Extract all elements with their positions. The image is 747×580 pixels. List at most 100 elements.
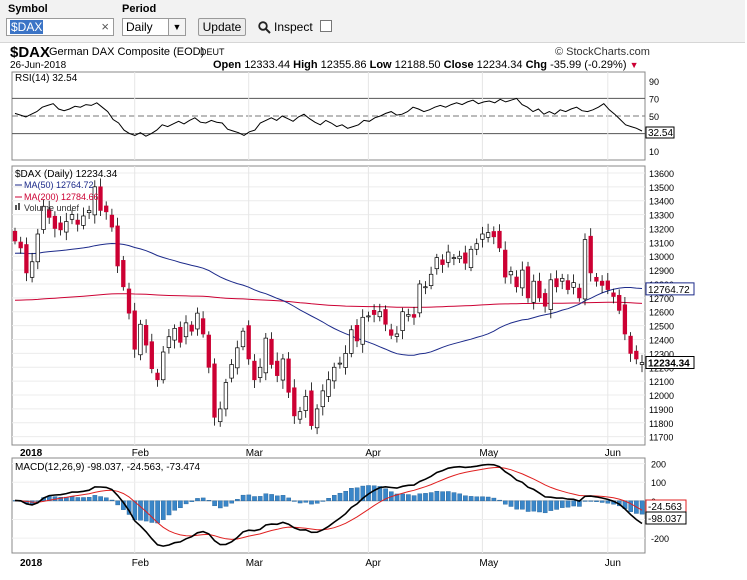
candle-body: [577, 287, 582, 299]
macd-label-text: -24.563: [648, 502, 682, 513]
x-label: 2018: [20, 448, 43, 459]
candle-body: [240, 330, 246, 348]
histogram-bar: [332, 495, 337, 502]
candle-body: [115, 225, 120, 267]
histogram-bar: [138, 500, 143, 521]
price-tick-label: 13100: [649, 238, 674, 248]
candle-body: [252, 360, 257, 381]
candle-body: [468, 248, 474, 268]
histogram-bar: [571, 500, 576, 507]
macd-title: MACD(12,26,9) -98.037, -24.563, -73.474: [15, 462, 201, 473]
candle-body: [622, 304, 628, 335]
price-tick-label: 13400: [649, 197, 674, 207]
magnifier-icon: [258, 21, 271, 34]
candle-body: [92, 186, 97, 216]
histogram-bar: [428, 492, 434, 502]
price-tick-label: 12700: [649, 294, 674, 304]
candle-body: [47, 209, 52, 218]
candle-body: [263, 337, 268, 374]
histogram-bar: [320, 500, 326, 502]
candle-body: [525, 266, 531, 299]
ohlc-line: Open 12333.44 High 12355.86 Low 12188.50…: [213, 59, 638, 71]
histogram-bar: [314, 500, 320, 504]
candle-body: [428, 273, 434, 287]
candle-body: [292, 387, 297, 417]
price-title: $DAX (Daily) 12234.34: [15, 169, 118, 180]
price-tick-label: 12600: [649, 308, 674, 318]
x-label: Mar: [246, 558, 264, 569]
histogram-bar: [451, 492, 457, 502]
histogram-bar: [360, 485, 366, 502]
histogram-bar: [269, 494, 274, 502]
price-labels: 12764.72 12234.34: [645, 282, 695, 370]
candle-body: [537, 280, 542, 299]
candle-body: [371, 310, 377, 315]
clear-icon[interactable]: ×: [101, 19, 109, 34]
x-label: Apr: [365, 558, 381, 569]
candle-body: [86, 210, 92, 213]
histogram-bar: [480, 496, 485, 502]
period-value: Daily: [126, 20, 153, 34]
histogram-bar: [411, 495, 417, 502]
candle-body: [588, 235, 593, 274]
update-button[interactable]: Update: [198, 18, 246, 36]
histogram-bar: [286, 497, 292, 502]
period-select[interactable]: Daily ▼: [122, 18, 186, 36]
price-axis: 1170011800119001200012100122001230012400…: [649, 169, 674, 443]
histogram-bar: [343, 490, 349, 502]
x-label: May: [479, 448, 498, 459]
inspect-checkbox[interactable]: [320, 20, 332, 32]
histogram-bar: [406, 494, 411, 502]
price-x-labels: 2018 Feb Mar Apr May Jun: [20, 448, 621, 459]
low-value: 12188.50: [394, 59, 441, 71]
candle-body: [18, 241, 23, 249]
candle-body: [69, 214, 75, 220]
histogram-bar: [240, 494, 246, 502]
candle-body: [218, 408, 223, 423]
candle-body: [326, 379, 331, 397]
candle-body: [497, 230, 502, 249]
inspect-label: Inspect: [274, 20, 313, 34]
candle-body: [332, 366, 337, 382]
candle-body: [12, 230, 18, 242]
inspect-toggle[interactable]: Inspect: [258, 19, 313, 35]
rsi-tick-label: 50: [649, 112, 659, 122]
histogram-bar: [446, 491, 451, 502]
price-tick-label: 12300: [649, 349, 674, 359]
histogram-bar: [172, 500, 178, 511]
histogram-bar: [246, 494, 252, 502]
histogram-bar: [485, 496, 491, 502]
ma200-legend: MA(200) 12784.66: [24, 192, 99, 202]
price-tick-label: 13300: [649, 211, 674, 221]
candle-body: [377, 311, 382, 318]
price-tick-label: 12500: [649, 322, 674, 332]
histogram-bar: [354, 487, 360, 502]
candle-body: [183, 322, 189, 338]
candle-body: [508, 271, 514, 276]
rsi-title: RSI(14) 32.54: [15, 73, 78, 84]
candle-body: [542, 293, 548, 307]
candle-body: [520, 269, 525, 289]
histogram-bar: [206, 500, 212, 502]
histogram-bar: [75, 497, 81, 502]
histogram-bar: [582, 500, 588, 502]
candle-body: [417, 283, 422, 314]
histogram-bar: [514, 500, 519, 510]
candle-body: [29, 261, 35, 278]
candle-body: [617, 295, 622, 311]
histogram-bar: [195, 498, 200, 502]
rsi-tick-label: 10: [649, 147, 659, 157]
histogram-bar: [81, 497, 86, 502]
candle-body: [212, 363, 217, 418]
histogram-bar: [92, 495, 98, 502]
chevron-down-icon[interactable]: ▼: [168, 19, 185, 35]
histogram-bar: [457, 493, 463, 502]
histogram-bar: [109, 499, 115, 502]
histogram-bar: [400, 493, 406, 502]
candle-body: [394, 333, 400, 337]
histogram-bar: [326, 498, 331, 502]
candle-body: [485, 232, 491, 238]
histogram-bar: [491, 497, 497, 502]
candle-body: [98, 186, 103, 211]
histogram-bar: [423, 493, 428, 502]
